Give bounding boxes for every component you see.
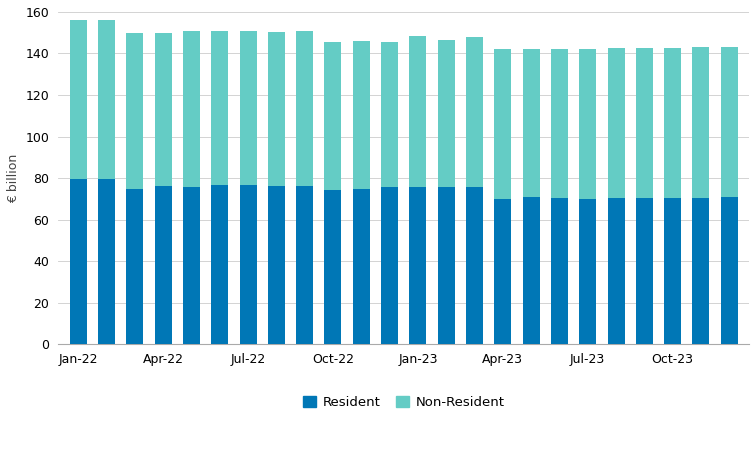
Bar bbox=[579, 199, 596, 344]
Bar bbox=[494, 199, 511, 344]
Bar bbox=[381, 42, 398, 188]
Bar bbox=[126, 33, 144, 189]
Bar bbox=[70, 179, 87, 344]
Bar bbox=[522, 197, 540, 344]
Bar bbox=[608, 48, 624, 198]
Bar bbox=[522, 50, 540, 197]
Bar bbox=[381, 188, 398, 344]
Bar bbox=[211, 185, 228, 344]
Bar bbox=[579, 50, 596, 199]
Bar bbox=[268, 32, 285, 186]
Bar bbox=[183, 31, 200, 188]
Bar bbox=[692, 47, 709, 198]
Bar bbox=[155, 186, 172, 344]
Legend: Resident, Non-Resident: Resident, Non-Resident bbox=[297, 391, 510, 414]
Bar bbox=[466, 188, 483, 344]
Bar bbox=[438, 188, 454, 344]
Bar bbox=[324, 42, 342, 189]
Bar bbox=[608, 198, 624, 344]
Bar bbox=[692, 198, 709, 344]
Bar bbox=[551, 50, 568, 198]
Bar bbox=[211, 31, 228, 185]
Bar bbox=[720, 47, 738, 197]
Bar bbox=[636, 198, 653, 344]
Bar bbox=[324, 189, 342, 344]
Bar bbox=[410, 36, 426, 188]
Bar bbox=[494, 50, 511, 199]
Bar bbox=[268, 186, 285, 344]
Bar bbox=[183, 188, 200, 344]
Bar bbox=[664, 198, 681, 344]
Bar bbox=[240, 185, 256, 344]
Y-axis label: € billion: € billion bbox=[7, 153, 20, 203]
Bar bbox=[466, 37, 483, 188]
Bar bbox=[126, 189, 144, 344]
Bar bbox=[296, 31, 313, 186]
Bar bbox=[98, 20, 115, 179]
Bar bbox=[720, 197, 738, 344]
Bar bbox=[155, 33, 172, 186]
Bar bbox=[353, 189, 370, 344]
Bar bbox=[70, 20, 87, 179]
Bar bbox=[353, 41, 370, 189]
Bar bbox=[664, 48, 681, 198]
Bar bbox=[410, 188, 426, 344]
Bar bbox=[98, 179, 115, 344]
Bar bbox=[636, 48, 653, 198]
Bar bbox=[438, 40, 454, 188]
Bar bbox=[551, 198, 568, 344]
Bar bbox=[240, 31, 256, 185]
Bar bbox=[296, 186, 313, 344]
